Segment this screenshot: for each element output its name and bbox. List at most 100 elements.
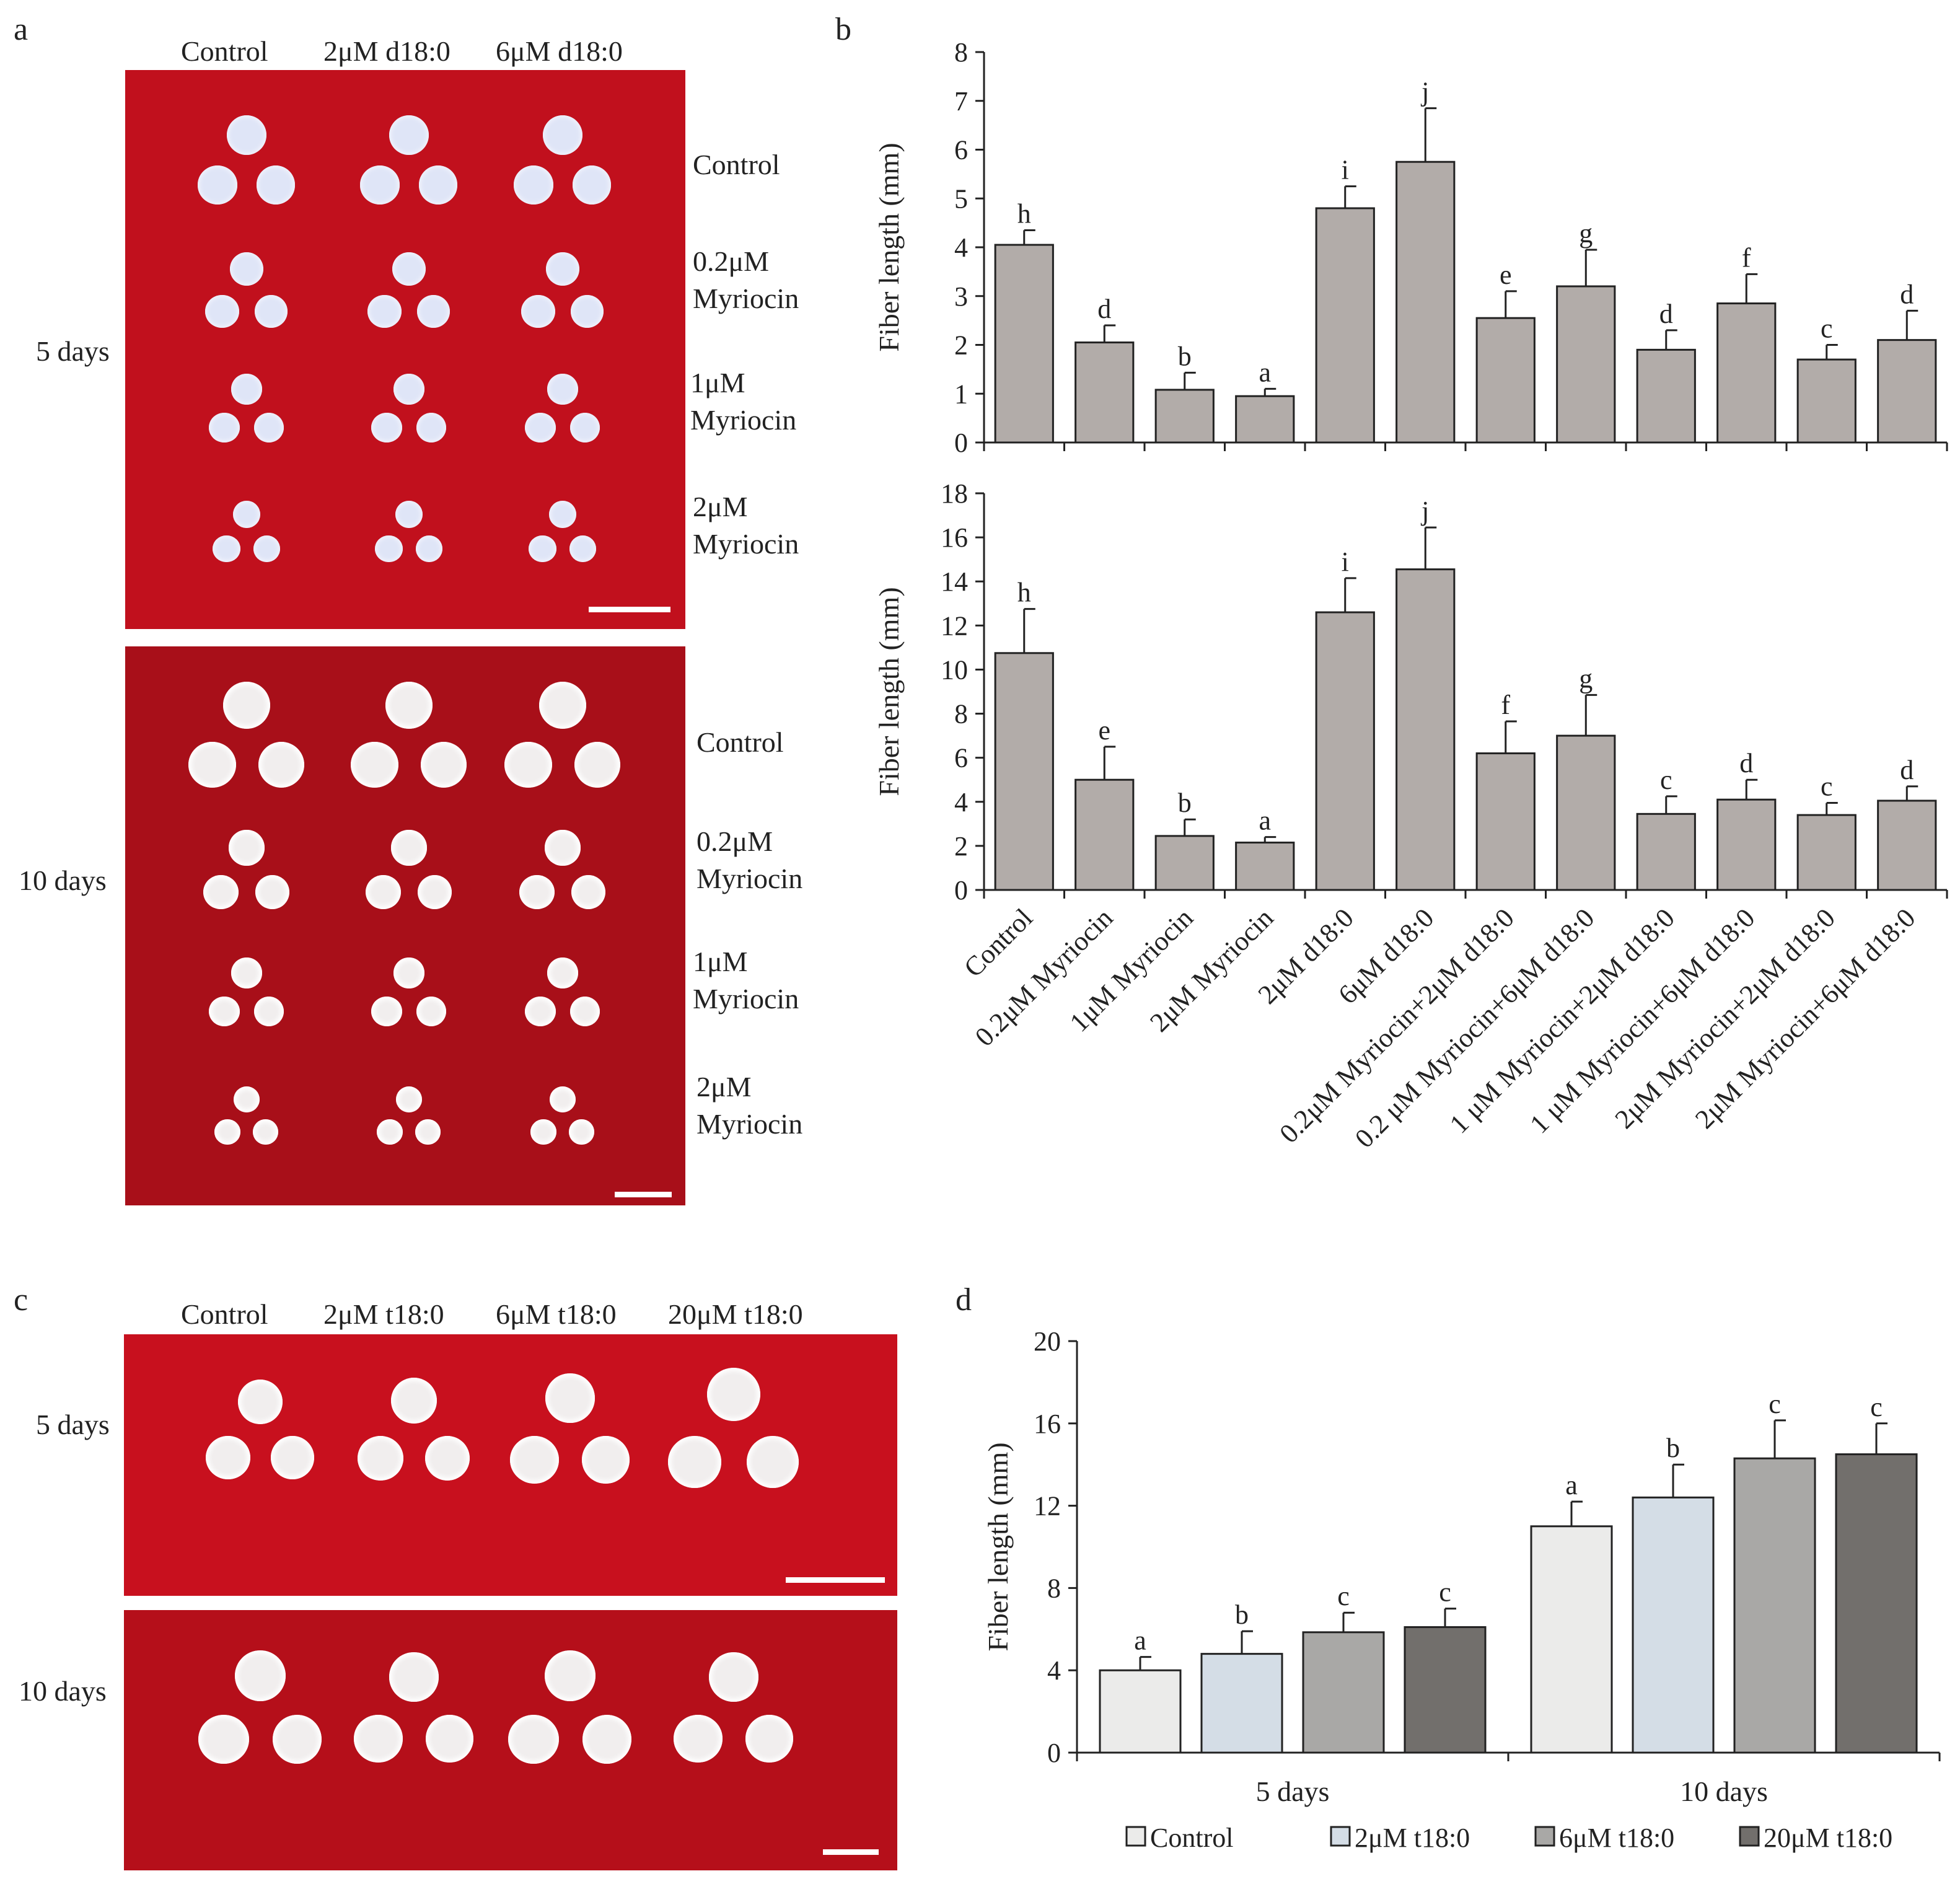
- bar: [994, 652, 1054, 891]
- fiber-ovule-clump: [425, 1436, 470, 1481]
- significance-letter: b: [1666, 1433, 1680, 1463]
- y-axis-label: Fiber length (mm): [873, 587, 905, 796]
- fiber-ovule-clump: [582, 1435, 630, 1484]
- bar: [1154, 389, 1215, 444]
- panel-a-row-label: 2μM Myriocin: [697, 1071, 803, 1140]
- fiber-ovule-clump: [529, 535, 556, 563]
- panel-a-row-label: 0.2μM Myriocin: [697, 825, 803, 894]
- legend-label: 2μM t18:0: [1355, 1823, 1470, 1853]
- y-tick-label: 2: [954, 330, 968, 361]
- y-tick-label: 18: [941, 478, 968, 509]
- legend-swatch: [1534, 1826, 1555, 1847]
- significance-letter: g: [1579, 663, 1593, 693]
- chart-panel-d: 0 4 8 12 16 20 Fiber length (mm) a b c c 5 days a b c c…: [982, 1326, 1941, 1853]
- y-tick-label: 6: [954, 135, 968, 165]
- fiber-ovule-clump: [545, 1650, 595, 1701]
- bar: [1716, 798, 1777, 891]
- significance-letter: c: [1870, 1392, 1883, 1422]
- fiber-ovule-clump: [547, 374, 578, 405]
- y-tick-label: 6: [954, 743, 968, 773]
- fiber-ovule-clump: [213, 535, 240, 563]
- bar: [1315, 611, 1375, 891]
- significance-letter: b: [1178, 788, 1192, 818]
- bar: [1475, 752, 1536, 891]
- fiber-ovule-clump: [233, 1086, 260, 1113]
- legend-swatch: [1125, 1826, 1146, 1847]
- fiber-ovule-clump: [570, 997, 600, 1026]
- significance-letter: d: [1739, 748, 1753, 778]
- scale-bar: [615, 1192, 672, 1197]
- fiber-ovule-clump: [253, 1119, 278, 1145]
- scale-bar: [786, 1577, 885, 1583]
- y-tick-label: 3: [954, 281, 968, 312]
- x-category-label: 5 days: [1256, 1776, 1330, 1807]
- y-tick-label: 2: [954, 831, 968, 861]
- bar: [1556, 734, 1616, 891]
- y-tick-label: 16: [941, 522, 968, 553]
- fiber-ovule-clump: [420, 741, 467, 788]
- fiber-ovule-clump: [521, 294, 555, 328]
- fiber-ovule-clump: [569, 1119, 594, 1145]
- y-tick-label: 8: [954, 699, 968, 729]
- panel-a-row-label: 2μM Myriocin: [693, 491, 799, 560]
- fiber-ovule-clump: [231, 957, 262, 988]
- fiber-ovule-clump: [231, 374, 262, 405]
- fiber-ovule-clump: [426, 1714, 473, 1763]
- bar: [1302, 1631, 1385, 1754]
- fiber-ovule-clump: [232, 500, 261, 529]
- fiber-ovule-clump: [229, 830, 265, 866]
- significance-letter: i: [1342, 155, 1349, 185]
- significance-letter: d: [1900, 279, 1914, 309]
- fiber-ovule-clump: [390, 1377, 437, 1424]
- significance-letter: c: [1821, 314, 1833, 344]
- fiber-ovule-clump: [238, 1380, 283, 1424]
- panel-a-row-label: 1μM Myriocin: [693, 946, 799, 1015]
- fiber-ovule-clump: [571, 874, 605, 909]
- significance-letter: d: [1900, 755, 1914, 785]
- bar: [1636, 812, 1696, 891]
- bar: [994, 244, 1054, 444]
- bar: [1796, 814, 1857, 891]
- fiber-ovule-clump: [359, 165, 400, 205]
- significance-letter: a: [1259, 806, 1271, 836]
- bar: [1835, 1453, 1918, 1754]
- panel-c-column-header: 20μM t18:0: [668, 1298, 803, 1330]
- fiber-ovule-clump: [353, 1714, 403, 1763]
- fiber-ovule-clump: [254, 413, 284, 442]
- y-tick-label: 8: [1047, 1573, 1061, 1603]
- y-tick-label: 10: [941, 654, 968, 685]
- fiber-ovule-clump: [571, 294, 604, 328]
- panel-a-time-label: 5 days: [36, 335, 110, 367]
- photo-panel-a-10days: [125, 646, 685, 1205]
- significance-letter: e: [1098, 715, 1110, 746]
- fiber-ovule-clump: [509, 1435, 560, 1484]
- fiber-ovule-clump: [574, 741, 620, 788]
- panel-label-a: a: [14, 12, 29, 47]
- significance-letter: c: [1660, 765, 1672, 795]
- bar: [1796, 358, 1857, 444]
- fiber-ovule-clump: [745, 1714, 793, 1763]
- fiber-ovule-clump: [416, 997, 446, 1026]
- panel-a-row-label: Control: [697, 726, 784, 758]
- significance-letter: a: [1565, 1470, 1578, 1500]
- fiber-ovule-clump: [547, 957, 578, 988]
- legend-label: 6μM t18:0: [1559, 1823, 1674, 1853]
- fiber-ovule-clump: [667, 1435, 722, 1488]
- fiber-ovule-clump: [254, 997, 284, 1026]
- fiber-ovule-clump: [570, 413, 600, 442]
- y-tick-label: 14: [941, 566, 968, 597]
- fiber-ovule-clump: [385, 681, 433, 729]
- panel-a-column-header: Control: [181, 35, 268, 67]
- significance-letter: j: [1420, 496, 1429, 526]
- fiber-ovule-clump: [271, 1436, 314, 1479]
- significance-letter: c: [1439, 1577, 1451, 1608]
- fiber-ovule-clump: [747, 1435, 799, 1488]
- fiber-ovule-clump: [389, 1652, 439, 1702]
- fiber-ovule-clump: [253, 535, 280, 563]
- fiber-ovule-clump: [229, 252, 264, 286]
- fiber-ovule-clump: [545, 830, 581, 866]
- fiber-ovule-clump: [549, 1086, 576, 1113]
- bar: [1877, 339, 1937, 444]
- fiber-ovule-clump: [205, 1436, 250, 1479]
- fiber-ovule-clump: [548, 500, 577, 529]
